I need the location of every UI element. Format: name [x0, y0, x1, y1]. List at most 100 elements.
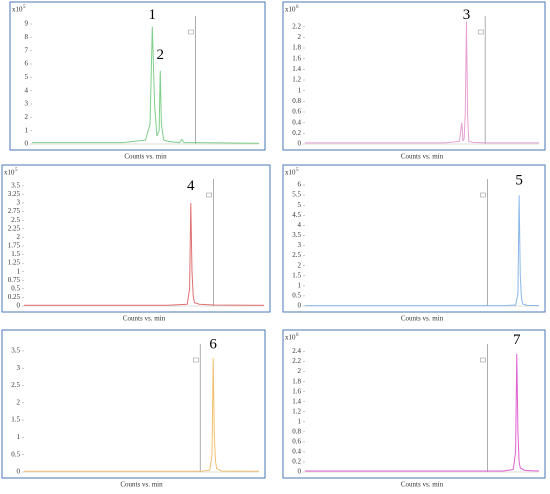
y-tick-label: 8 — [25, 33, 29, 41]
peak-label: 2 — [157, 47, 165, 63]
y-tick-label: 2 — [17, 233, 21, 241]
y-tick-label: 0 — [298, 140, 302, 148]
y-tick-label: 1.4 — [292, 65, 301, 73]
cursor-icon — [206, 192, 212, 198]
x-axis-label: Counts vs. min — [401, 153, 444, 161]
y-tick-label: 1.75 — [8, 242, 21, 250]
y-tick-label: 3.5 — [292, 231, 301, 239]
peak-label: 6 — [209, 336, 217, 352]
cursor-icon — [480, 192, 486, 198]
y-tick-label: 4 — [25, 86, 29, 94]
x-axis-label: Counts vs. min — [120, 481, 163, 489]
y-tick-label: 0.5 — [292, 292, 301, 300]
trace-line — [305, 21, 539, 144]
y-tick-label: 3 — [17, 364, 21, 372]
peak-label: 1 — [149, 7, 157, 23]
cursor-icon — [477, 29, 484, 35]
y-tick-label: 2.4 — [292, 347, 301, 355]
y-tick-label: 1 — [298, 86, 302, 94]
y-tick-label: 2 — [25, 113, 29, 121]
y-tick-label: 0.2 — [292, 458, 301, 466]
y-tick-label: 0 — [298, 302, 302, 310]
chart-panel: x10 5 00.250.50.7511.251.51.7522.252.52.75… — [1, 164, 271, 323]
chart-panel: 0 0.5 1 1.5 2 2.5 3 3.5 Counts vs. min 6 — [1, 329, 266, 489]
y-tick-label: 2.25 — [8, 224, 21, 232]
y-tick-label: 0.5 — [11, 450, 20, 458]
peak-label: 3 — [463, 7, 471, 23]
y-tick-label: 1 — [25, 126, 29, 134]
y-scale-exponent: 6 — [296, 5, 299, 10]
y-tick-label: 0.75 — [8, 276, 21, 284]
y-tick-label: 2.5 — [292, 251, 301, 259]
y-scale-exponent: 5 — [296, 168, 299, 173]
y-tick-label: 5 — [25, 73, 29, 81]
y-tick-label: 0.4 — [292, 448, 301, 456]
y-tick-label: 6 — [298, 181, 302, 189]
y-tick-label: 2 — [298, 367, 302, 375]
y-tick-label: 1.2 — [292, 76, 301, 84]
y-tick-label: 1.6 — [292, 387, 301, 395]
y-tick-label: 1.5 — [11, 416, 20, 424]
y-tick-label: 2.2 — [292, 357, 301, 365]
trace-line — [24, 203, 265, 306]
y-tick-label: 4.5 — [292, 211, 301, 219]
y-tick-label: 2 — [17, 398, 21, 406]
y-tick-label: 1.5 — [292, 271, 301, 279]
y-tick-label: 0.6 — [292, 437, 301, 445]
panel-frame — [282, 329, 546, 479]
y-tick-label: 1.4 — [292, 397, 301, 405]
y-tick-label: 0 — [17, 302, 21, 310]
y-tick-label: 0.2 — [292, 129, 301, 137]
y-tick-label: 6 — [25, 60, 29, 68]
y-tick-label: 4 — [298, 221, 302, 229]
y-scale-label: x10 — [285, 6, 296, 14]
trace-line — [32, 26, 260, 144]
y-tick-label: 1.6 — [292, 54, 301, 62]
y-tick-label: 7 — [25, 46, 29, 54]
y-tick-label: 1 — [17, 267, 21, 275]
cursor-icon — [193, 357, 199, 363]
y-tick-label: 3 — [25, 100, 29, 108]
y-scale-exponent: 5 — [15, 168, 18, 173]
y-scale-exponent: 6 — [296, 333, 299, 338]
y-tick-label: 1 — [17, 433, 21, 441]
y-tick-label: 3 — [298, 241, 302, 249]
cursor-icon — [188, 29, 194, 35]
y-tick-label: 3.5 — [11, 347, 20, 355]
panel-frame — [282, 164, 546, 313]
peak-label: 7 — [513, 332, 521, 348]
y-tick-label: 3.5 — [11, 181, 20, 189]
y-tick-label: 0.8 — [292, 97, 301, 105]
y-tick-label: 2 — [298, 261, 302, 269]
y-tick-label: 5.5 — [292, 191, 301, 199]
trace-line — [305, 195, 540, 307]
y-scale-label: x10 — [4, 169, 15, 177]
y-tick-label: 0 — [17, 468, 21, 476]
chart-panel: x10 6 0 0.2 0.4 0.6 0.8 1 1.2 1.4 1.6 1.8 2 2.2 2.4 Cou… — [282, 329, 546, 489]
y-tick-label: 9 — [25, 20, 29, 28]
y-tick-label: 1.8 — [292, 377, 301, 385]
y-tick-label: 3.25 — [8, 190, 21, 198]
y-scale-label: x10 — [12, 6, 23, 14]
x-axis-label: Counts vs. min — [401, 481, 444, 489]
trace-line — [305, 354, 540, 472]
y-tick-label: 1.25 — [8, 259, 21, 267]
y-tick-label: 0.6 — [292, 108, 301, 116]
x-axis-label: Counts vs. min — [123, 315, 166, 323]
y-tick-label: 2.5 — [11, 216, 20, 224]
trace-line — [24, 357, 260, 472]
y-scale-label: x10 — [285, 169, 296, 177]
peak-label: 4 — [187, 178, 195, 194]
panel-frame — [1, 329, 266, 479]
y-scale-label: x10 — [285, 334, 296, 342]
y-tick-label: 0.8 — [292, 427, 301, 435]
y-tick-label: 2 — [298, 33, 302, 41]
y-tick-label: 5 — [298, 201, 302, 209]
cursor-icon — [480, 357, 486, 363]
y-tick-label: 3 — [17, 199, 21, 207]
panel-frame — [282, 1, 546, 151]
y-tick-label: 2.2 — [292, 22, 301, 30]
